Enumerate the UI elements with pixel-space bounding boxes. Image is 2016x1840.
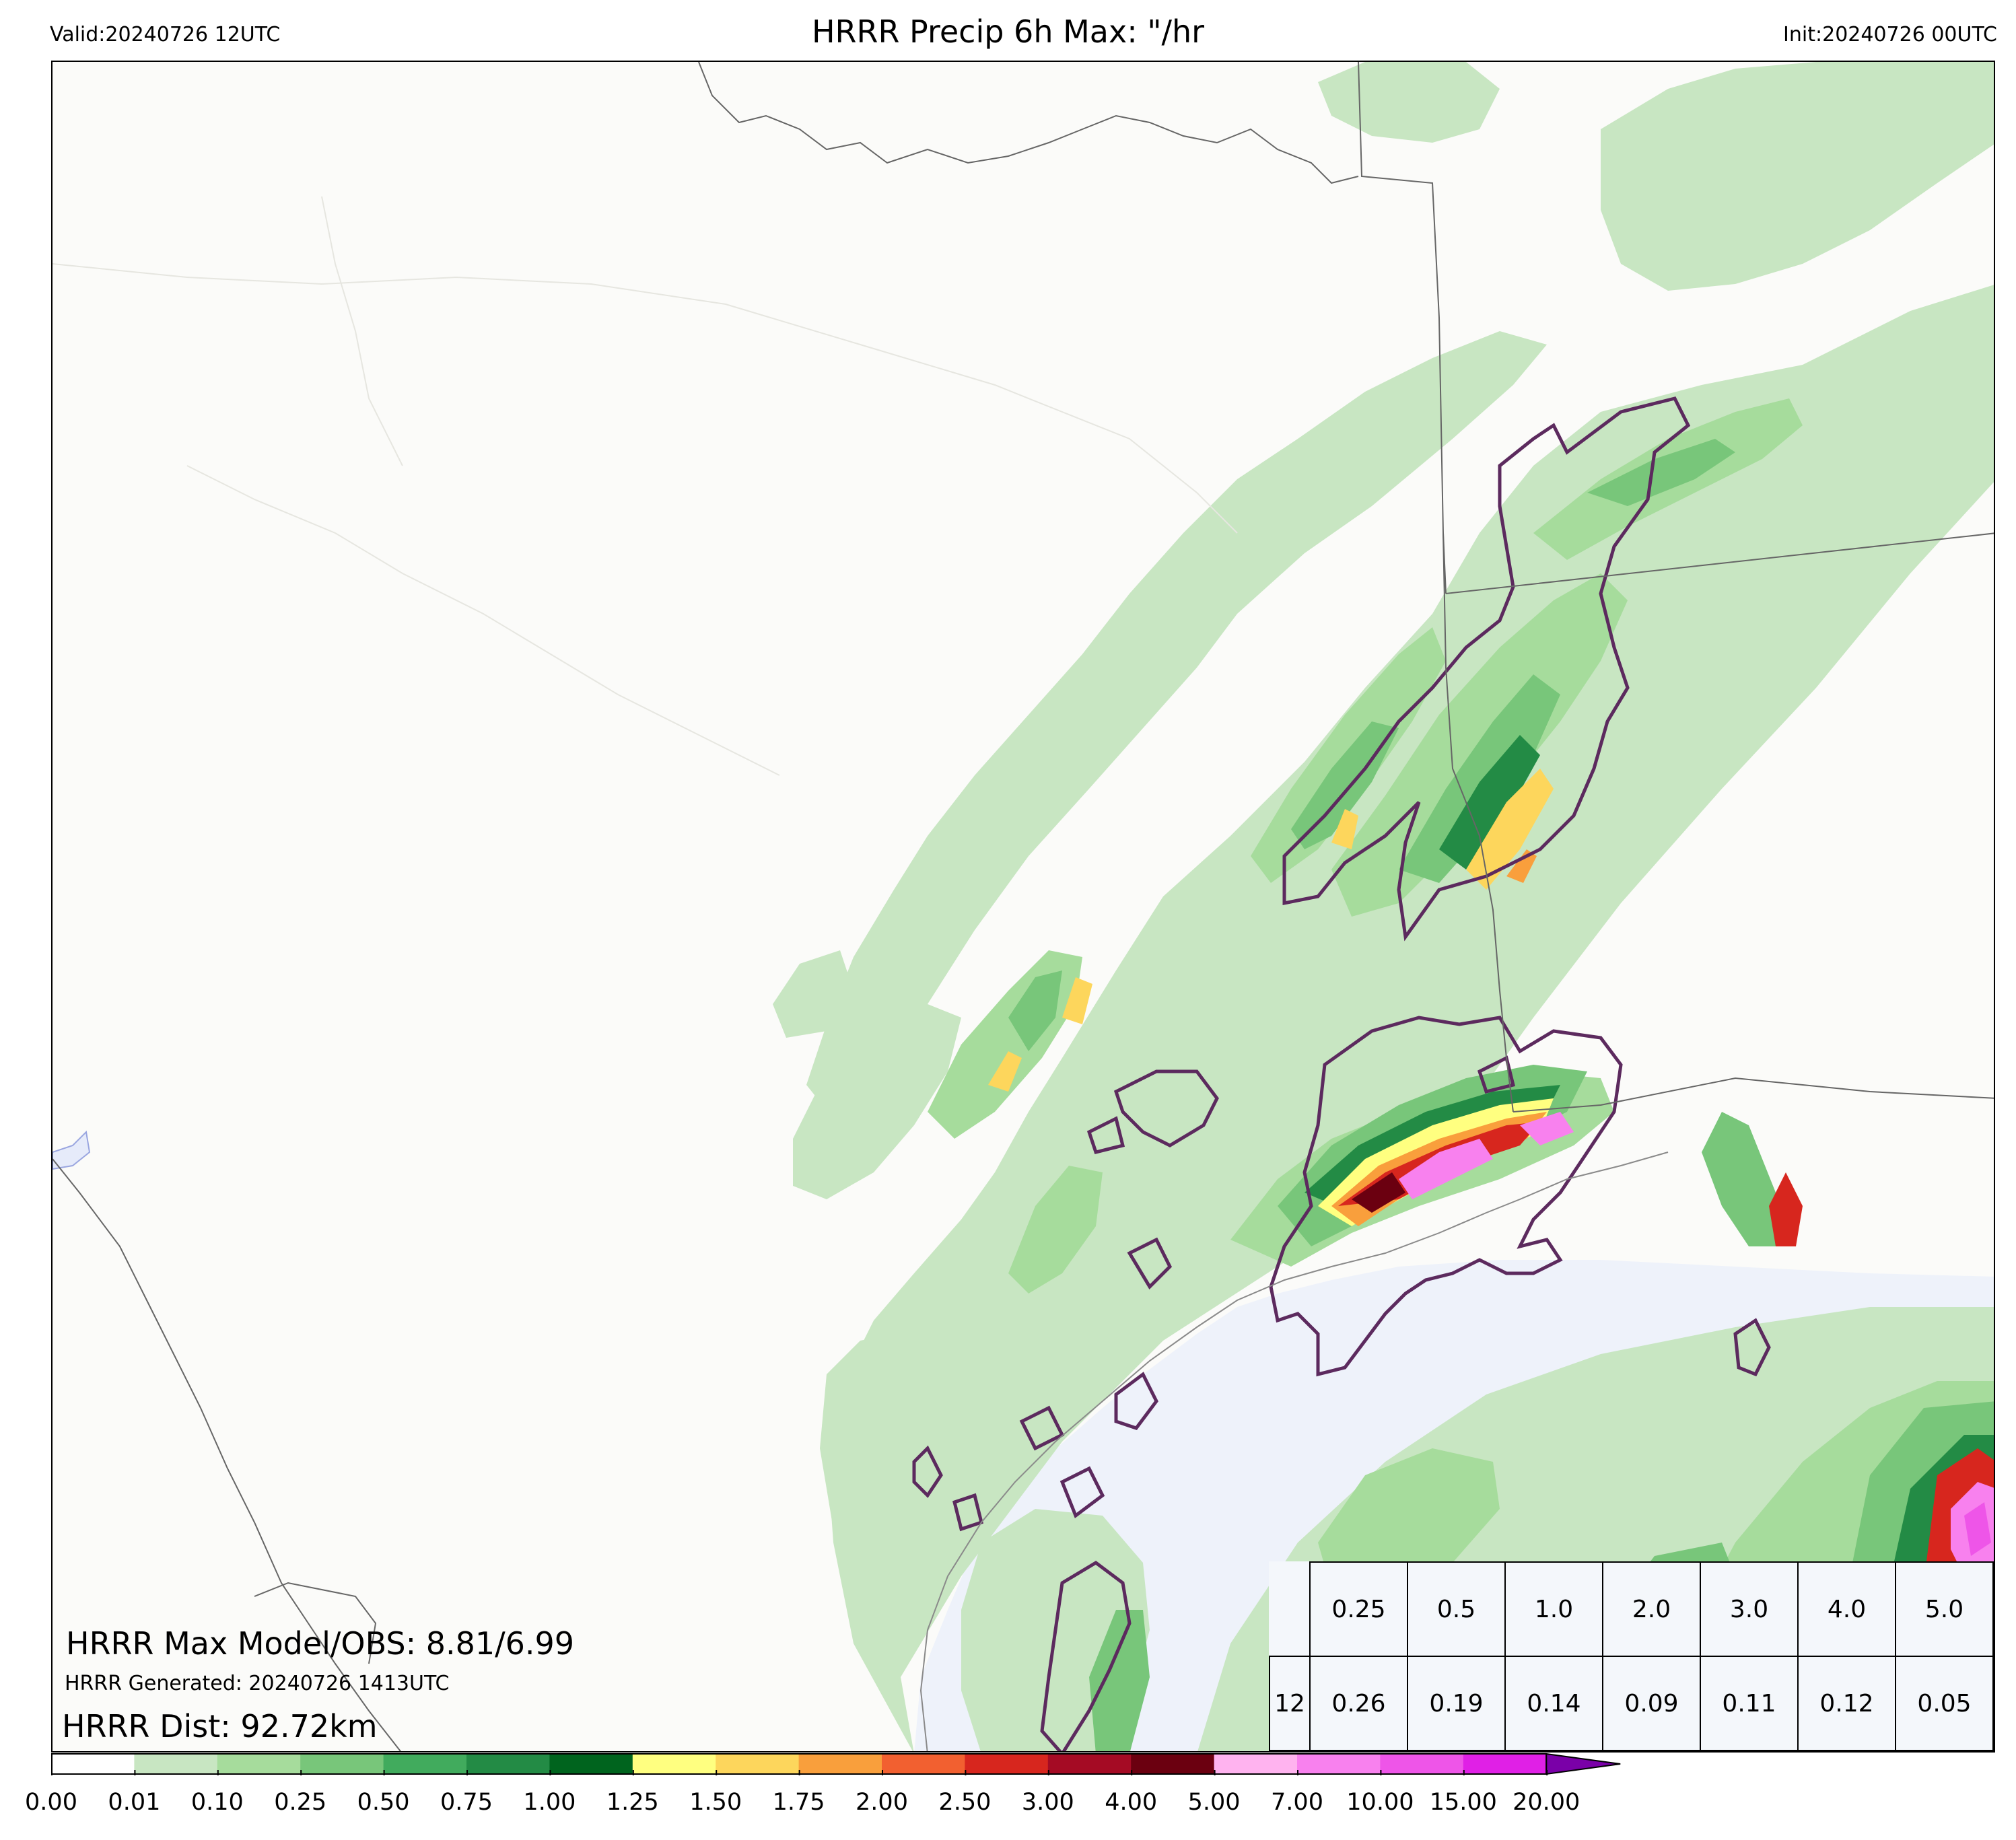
threshold-value-row: 12 0.26 0.19 0.14 0.09 0.11 0.12 0.05 [1269,1656,1994,1751]
colorbar [51,1753,1621,1775]
generated-time-label: HRRR Generated: 20240726 1413UTC [65,1672,450,1695]
colorbar-tick-label: 20.00 [1513,1789,1580,1816]
colorbar-swatch [798,1754,882,1774]
coastline [919,1152,1669,1751]
threshold-cell: 3.0 [1700,1561,1799,1657]
colorbar-swatch [1463,1754,1547,1774]
value-cell: 0.14 [1504,1656,1603,1751]
colorbar-tick-label: 0.25 [274,1789,327,1816]
colorbar-tick-label: 2.50 [938,1789,992,1816]
map-canvas [53,62,1994,1751]
valid-time-label: Valid:20240726 12UTC [50,23,281,46]
colorbar-swatch [466,1754,550,1774]
init-time-label: Init:20240726 00UTC [1783,23,1997,46]
colorbar-tick-label: 1.50 [689,1789,742,1816]
threshold-cell: 2.0 [1602,1561,1701,1657]
value-cell: 0.05 [1895,1656,1994,1751]
threshold-table: 0.25 0.5 1.0 2.0 3.0 4.0 5.0 12 0.26 0.1… [1269,1561,1994,1751]
value-cell: 0.19 [1407,1656,1506,1751]
threshold-header-row: 0.25 0.5 1.0 2.0 3.0 4.0 5.0 [1270,1561,1994,1657]
colorbar-tick-label: 0.01 [108,1789,161,1816]
table-empty-cell [1270,1562,1311,1657]
colorbar-tick-label: 3.00 [1021,1789,1074,1816]
colorbar-tick-label: 0.75 [440,1789,493,1816]
page-title: HRRR Precip 6h Max: "/hr [811,13,1205,50]
value-cell: 0.12 [1797,1656,1896,1751]
colorbar-swatch [51,1754,135,1774]
row-label-cell: 12 [1269,1656,1311,1751]
threshold-cell: 4.0 [1797,1561,1896,1657]
colorbar-swatch [1214,1754,1298,1774]
colorbar-swatch [965,1754,1049,1774]
colorbar-swatch [1131,1754,1215,1774]
west-water [53,1130,91,1170]
colorbar-swatch [1380,1754,1464,1774]
colorbar-swatch [549,1754,633,1774]
colorbar-swatch [882,1754,965,1774]
colorbar-swatch [134,1754,218,1774]
colorbar-swatch [716,1754,800,1774]
colorbar-tick-label: 10.00 [1346,1789,1414,1816]
colorbar-tick-label: 0.00 [25,1789,77,1816]
colorbar-swatch [217,1754,301,1774]
colorbar-swatch [300,1754,384,1774]
faint-lines [53,196,1238,776]
colorbar-tick-label: 2.00 [856,1789,908,1816]
value-cell: 0.26 [1309,1656,1408,1751]
colorbar-tick-label: 1.25 [606,1789,659,1816]
colorbar-swatch [1297,1754,1381,1774]
precip-map: 0.25 0.5 1.0 2.0 3.0 4.0 5.0 12 0.26 0.1… [51,61,1995,1753]
threshold-cell: 5.0 [1895,1561,1994,1657]
colorbar-tick-label: 1.00 [523,1789,576,1816]
threshold-cell: 0.25 [1309,1561,1408,1657]
precip-field [773,62,1994,1751]
colorbar-tick-label: 0.10 [190,1789,244,1816]
colorbar-tick-label: 5.00 [1187,1789,1241,1816]
colorbar-tick-label: 0.50 [357,1789,410,1816]
max-model-obs-label: HRRR Max Model/OBS: 8.81/6.99 [66,1625,575,1662]
colorbar-swatch [383,1754,467,1774]
value-cell: 0.09 [1602,1656,1701,1751]
colorbar-tick-label: 4.00 [1105,1789,1158,1816]
colorbar-swatch [1047,1754,1132,1774]
threshold-cell: 0.5 [1407,1561,1506,1657]
colorbar-tick-label: 1.75 [772,1789,825,1816]
distance-label: HRRR Dist: 92.72km [62,1708,378,1744]
colorbar-tick-label: 7.00 [1271,1789,1323,1816]
state-borders [53,62,1994,1751]
obs-contours [912,396,1771,1751]
colorbar-swatch [632,1754,716,1774]
value-cell: 0.11 [1700,1656,1799,1751]
threshold-cell: 1.0 [1504,1561,1603,1657]
colorbar-tick-label: 15.00 [1429,1789,1497,1816]
colorbar-extend-arrow [1545,1753,1621,1775]
